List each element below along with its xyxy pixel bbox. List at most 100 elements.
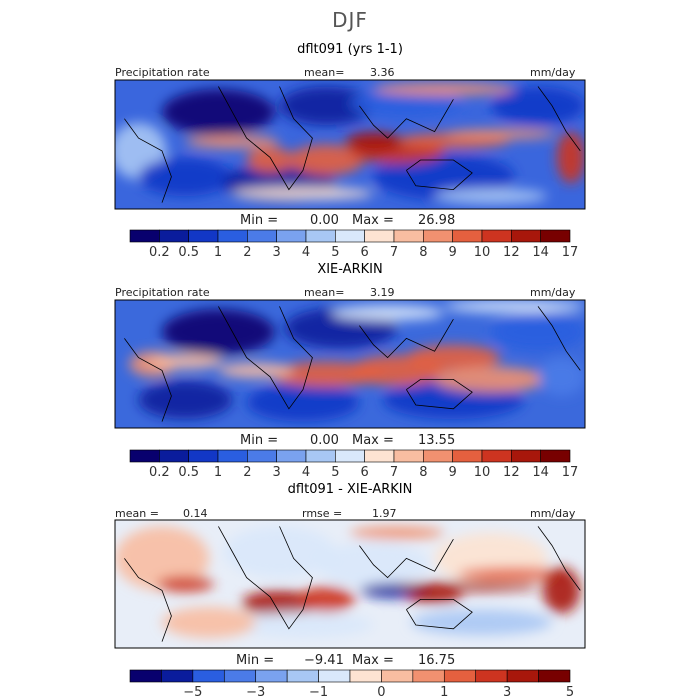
panel3-colorbar-segment	[475, 669, 508, 683]
panel3-field-region	[406, 590, 463, 604]
panel2-colorbar-tick-label: 14	[532, 465, 549, 480]
panel1-coastlines	[124, 86, 581, 203]
panel1-colorbar-segment	[423, 229, 453, 243]
panel3-colorbar-segment	[318, 669, 351, 683]
panel2-colorbar-tick-label: 4	[302, 465, 310, 480]
panel3-colorbar-segment	[129, 669, 162, 683]
panel1-field-region	[288, 144, 365, 176]
panel2-colorbar-tick-label: 9	[449, 465, 457, 480]
panel2-colorbar-segment	[188, 449, 219, 463]
panel1-field-region	[345, 131, 402, 153]
panel1-colorbar-tick-label: 1	[214, 245, 222, 260]
panel1-colorbar-segment	[540, 229, 571, 243]
panel3-colorbar-segment	[255, 669, 288, 683]
panel2-field-region	[538, 357, 585, 396]
panel3-map-frame	[114, 519, 586, 649]
panel1-colorbar-tick-label: 14	[532, 245, 549, 260]
panel1-field-region	[350, 90, 463, 117]
panel1-map-frame	[114, 79, 586, 210]
panel3-field-region	[350, 526, 444, 540]
panel1-colorbar-tick-label: 17	[562, 245, 579, 260]
panel1-colorbar-tick-label: 7	[390, 245, 398, 260]
panel3-colorbar-tick-label: −5	[183, 685, 202, 700]
panel2-colorbar-segment	[247, 449, 277, 463]
panel3-max-value: 16.75	[418, 653, 456, 668]
panel1-field-region	[279, 86, 374, 126]
panel2-field-region	[162, 308, 275, 356]
panel1-colorbar-tick-label: 9	[449, 245, 457, 260]
panel2-colorbar-segment	[305, 449, 336, 463]
panel3-colorbar-tick-label: −3	[246, 685, 265, 700]
panel1-map-field	[115, 80, 585, 209]
panel1-colorbar-tick-label: 12	[503, 245, 520, 260]
panel3-coastlines	[124, 526, 581, 642]
coastline-south-america	[124, 338, 172, 422]
panel3-colorbar-segment	[538, 669, 571, 683]
coastline-africa	[218, 526, 313, 630]
panel2-colorbar-tick-label: 1	[214, 465, 222, 480]
panel1-max-value: 26.98	[418, 213, 456, 228]
panel1-colorbar-segment	[364, 229, 395, 243]
panel2-colorbar-segment	[511, 449, 541, 463]
panel2-colorbar-tick-label: 8	[419, 465, 427, 480]
panel1-field-region	[373, 82, 515, 96]
panel1-colorbar-segment	[452, 229, 483, 243]
panel3-rmse-value: 1.97	[372, 507, 397, 520]
panel2-colorbar-segment	[452, 449, 483, 463]
panel1-colorbar-tick-label: 0.5	[178, 245, 199, 260]
panel3-field-region	[397, 581, 538, 592]
panel3-field-region	[232, 612, 374, 638]
panel3-rmse-label: rmse =	[302, 507, 343, 520]
panel1-field-region	[138, 157, 233, 197]
panel2-map-frame	[114, 299, 586, 429]
panel3-title: dflt091 - XIE-ARKIN	[287, 482, 413, 497]
panel2-mean-label: mean=	[304, 286, 345, 299]
panel1-colorbar-segment	[159, 229, 189, 243]
panel1-colorbar-segment	[481, 229, 512, 243]
panel3-field-region	[298, 586, 355, 613]
panel2-colorbar-tick-label: 0.5	[178, 465, 199, 480]
panel3-colorbar-segment	[223, 669, 257, 683]
panel1-colorbar-segment	[276, 229, 307, 243]
panel3-colorbar-tick-label: 3	[503, 685, 511, 700]
panel2-units: mm/day	[530, 286, 576, 299]
panel3-colorbar-tick-label: 1	[440, 685, 448, 700]
panel3-colorbar-segment	[443, 669, 477, 683]
panel2-field-region	[138, 380, 233, 420]
panel1-colorbar-segment	[511, 229, 541, 243]
panel1-colorbar-tick-label: 6	[361, 245, 369, 260]
panel1-max-label: Max =	[352, 213, 394, 228]
panel2-field-region	[147, 353, 224, 370]
panel3-colorbar-tick-label: −1	[309, 685, 328, 700]
panel2-mean-value: 3.19	[370, 286, 395, 299]
panel1-colorbar-tick-label: 2	[243, 245, 251, 260]
coastline-africa	[218, 306, 313, 410]
panel2-colorbar-tick-label: 3	[273, 465, 281, 480]
panel3-field-region	[411, 609, 553, 636]
panel1-variable-label: Precipitation rate	[115, 66, 210, 79]
panel2-colorbar-tick-label: 6	[361, 465, 369, 480]
panel2-colorbar-segment	[540, 449, 571, 463]
panel2-min-label: Min =	[240, 433, 279, 448]
panel3-colorbar-segment	[192, 669, 225, 683]
panel1-field-region	[162, 89, 275, 136]
panel2-coastlines	[124, 306, 581, 422]
panel2-colorbar-segment	[364, 449, 395, 463]
panel3-field-region	[115, 526, 209, 591]
panel1-field-region	[232, 187, 374, 200]
panel2-min-value: 0.00	[310, 433, 339, 448]
panel1-field-blobs	[115, 82, 585, 204]
panel2-field-region	[444, 300, 585, 313]
panel2-field-region	[491, 312, 585, 352]
panel2-colorbar-tick-label: 2	[243, 465, 251, 480]
panel1-title: dflt091 (yrs 1-1)	[297, 42, 403, 57]
coastline-asia	[359, 318, 454, 359]
panel1-colorbar-segment	[129, 229, 160, 243]
figure-title: DJF	[332, 8, 368, 32]
panel3-colorbar-tick-label: 5	[566, 685, 574, 700]
panel3-field-region	[223, 526, 336, 578]
panel2-max-value: 13.55	[418, 433, 456, 448]
panel2-field-blobs	[129, 300, 585, 422]
panel2-colorbar-segment	[129, 449, 160, 463]
panel1-field-region	[246, 147, 294, 173]
